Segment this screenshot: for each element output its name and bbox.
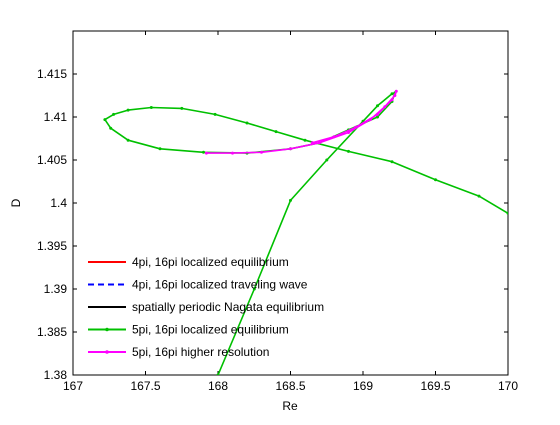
data-point xyxy=(103,118,107,122)
data-point xyxy=(376,115,379,119)
legend-entry: spatially periodic Nagata equilibrium xyxy=(88,300,324,314)
data-point xyxy=(245,121,249,125)
data-point xyxy=(434,178,437,182)
legend-entry: 5pi, 16pi localized equilibrium xyxy=(88,323,289,337)
data-point xyxy=(332,135,336,139)
data-point xyxy=(204,151,208,155)
data-point xyxy=(303,138,307,142)
x-tick-label: 170 xyxy=(498,379,518,393)
y-tick-label: 1.385 xyxy=(37,325,67,339)
data-point xyxy=(112,112,116,116)
data-point xyxy=(126,108,130,112)
series-layer xyxy=(103,89,508,375)
data-point xyxy=(213,112,217,116)
data-point xyxy=(216,373,220,375)
y-tick-label: 1.4 xyxy=(50,196,67,210)
x-tick-label: 167.5 xyxy=(130,379,160,393)
data-point xyxy=(394,89,398,93)
series-5 xyxy=(204,89,398,155)
y-tick-label: 1.39 xyxy=(44,282,68,296)
legend-entry: 5pi, 16pi higher resolution xyxy=(88,345,269,359)
data-point xyxy=(180,106,184,110)
y-tick-label: 1.395 xyxy=(37,239,67,253)
x-tick-label: 169 xyxy=(353,379,373,393)
y-tick-label: 1.415 xyxy=(37,67,67,81)
data-point xyxy=(390,160,394,164)
data-point xyxy=(376,104,379,108)
legend-label: 5pi, 16pi higher resolution xyxy=(132,345,269,359)
data-point xyxy=(158,147,162,151)
data-point xyxy=(393,94,397,97)
data-point xyxy=(289,198,292,202)
data-point xyxy=(202,150,205,154)
data-point xyxy=(149,106,153,109)
legend-entry: 4pi, 16pi localized traveling wave xyxy=(88,278,308,292)
legend-label: 4pi, 16pi localized equilibrium xyxy=(132,255,289,269)
legend-label: 5pi, 16pi localized equilibrium xyxy=(132,323,289,337)
data-point xyxy=(506,211,508,215)
data-point xyxy=(109,126,113,130)
data-point xyxy=(368,118,372,122)
data-point xyxy=(289,147,292,151)
data-point xyxy=(318,141,321,145)
data-point xyxy=(347,149,350,153)
series-line xyxy=(104,92,508,375)
data-point xyxy=(260,150,263,154)
x-tick-label: 167 xyxy=(63,379,83,393)
legend-marker xyxy=(105,350,109,354)
x-tick-label: 168 xyxy=(208,379,228,393)
legend-label: 4pi, 16pi localized traveling wave xyxy=(132,278,308,292)
legend-label: spatially periodic Nagata equilibrium xyxy=(132,300,324,314)
legend-marker xyxy=(105,327,109,332)
x-tick-label: 169.5 xyxy=(420,379,450,393)
y-tick-label: 1.38 xyxy=(44,368,68,382)
data-point xyxy=(231,151,234,155)
y-axis-label: D xyxy=(9,198,23,207)
data-point xyxy=(347,131,350,134)
plot-area xyxy=(72,30,509,376)
data-point xyxy=(126,138,130,142)
y-tick-label: 1.41 xyxy=(44,110,68,124)
x-tick-label: 168.5 xyxy=(275,379,305,393)
data-point xyxy=(274,130,278,134)
data-point xyxy=(477,194,481,198)
data-point xyxy=(390,92,394,96)
data-point xyxy=(354,125,358,129)
y-tick-label: 1.405 xyxy=(37,153,67,167)
axis-ticks: 167 167.5 168 168.5 169 169.5 170 1.38 1.385 1.39… xyxy=(37,31,518,393)
data-point xyxy=(310,141,314,145)
legend-entry: 4pi, 16pi localized equilibrium xyxy=(88,255,289,269)
data-point xyxy=(383,105,387,109)
data-point xyxy=(376,112,379,116)
data-point xyxy=(252,287,256,291)
data-point xyxy=(325,158,329,162)
x-axis-label: Re xyxy=(282,399,298,413)
data-point xyxy=(390,98,394,102)
legend: 4pi, 16pi localized equilibrium 4pi, 16pi… xyxy=(88,255,324,359)
